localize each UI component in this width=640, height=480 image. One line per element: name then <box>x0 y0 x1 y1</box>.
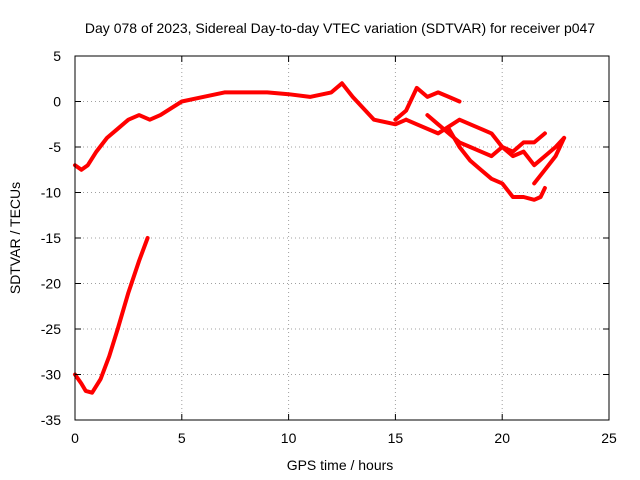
series-rising-arc <box>73 236 150 395</box>
axis-ticks: 0 5 10 15 20 25 5 0 -5 -10 -15 -20 -25 -30 -35 <box>41 48 617 446</box>
y-tick-label: -20 <box>41 276 61 292</box>
chart-title: Day 078 of 2023, Sidereal Day-to-day VTE… <box>85 20 595 36</box>
x-tick-label: 5 <box>178 430 186 446</box>
series-main-trace <box>73 81 409 172</box>
y-tick-label: -25 <box>41 321 61 337</box>
y-tick-label: 0 <box>53 94 61 110</box>
y-tick-label: -10 <box>41 185 61 201</box>
series-branch-b <box>404 117 567 168</box>
x-tick-label: 0 <box>71 430 79 446</box>
y-tick-label: -35 <box>41 412 61 428</box>
series-branch-a <box>393 85 462 122</box>
series-branch-e <box>532 135 567 186</box>
y-axis-title: SDTVAR / TECUs <box>7 182 23 294</box>
series-branch-d <box>446 126 547 202</box>
grid-lines <box>75 56 609 420</box>
x-tick-label: 15 <box>388 430 404 446</box>
x-axis-title: GPS time / hours <box>287 457 394 473</box>
y-tick-label: -30 <box>41 367 61 383</box>
series-branch-c <box>425 113 547 159</box>
data-series <box>73 81 567 395</box>
y-tick-label: -5 <box>49 139 62 155</box>
y-tick-label: -15 <box>41 230 61 246</box>
y-tick-label: 5 <box>53 48 61 64</box>
x-tick-label: 20 <box>494 430 510 446</box>
x-tick-label: 10 <box>281 430 297 446</box>
x-tick-label: 25 <box>601 430 617 446</box>
